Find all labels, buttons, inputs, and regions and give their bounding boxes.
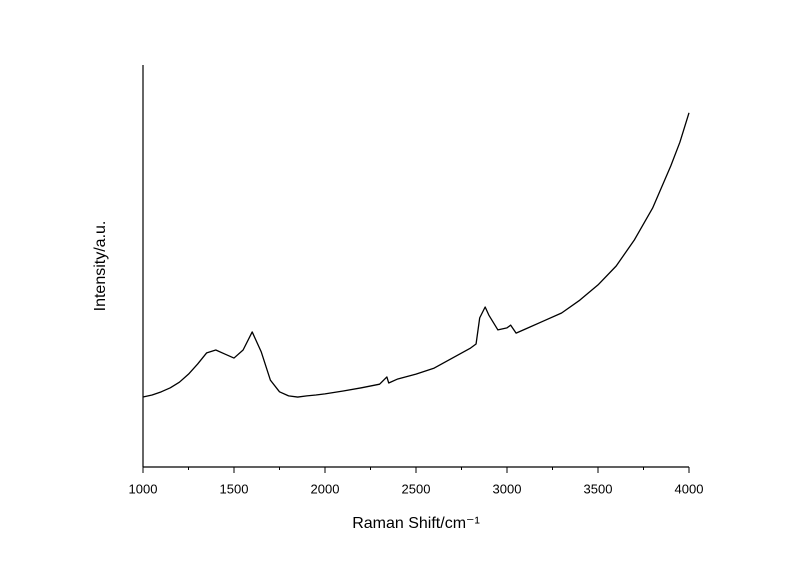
x-tick-label: 2000	[311, 481, 340, 496]
x-tick-label: 3000	[493, 481, 522, 496]
x-tick-label: 2500	[402, 481, 431, 496]
x-tick-label: 4000	[675, 481, 704, 496]
x-tick-label: 1500	[220, 481, 249, 496]
x-tick-label: 1000	[129, 481, 158, 496]
y-axis-label: Intensity/a.u.	[92, 221, 109, 312]
spectrum-line	[142, 112, 690, 398]
x-axis-label: Raman Shift/cm⁻¹	[352, 515, 480, 532]
x-tick-label: 3500	[584, 481, 613, 496]
